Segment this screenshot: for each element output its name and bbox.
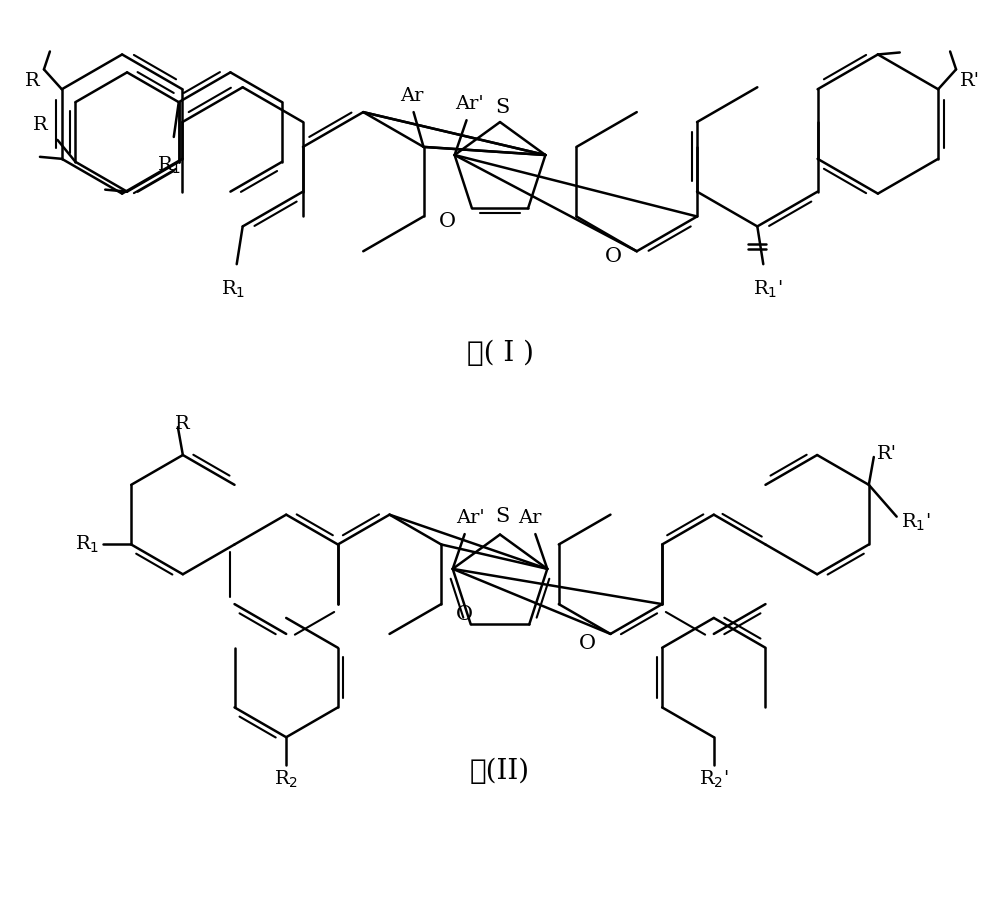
Text: R': R'	[877, 445, 897, 463]
Text: Ar: Ar	[518, 509, 541, 527]
Text: R$_1$': R$_1$'	[753, 279, 782, 300]
Text: 式(II): 式(II)	[470, 758, 530, 784]
Text: R$_2$: R$_2$	[274, 769, 298, 791]
Text: R$_2$': R$_2$'	[699, 769, 729, 791]
Text: R$_1$: R$_1$	[221, 279, 245, 300]
Text: Ar': Ar'	[456, 509, 485, 527]
Text: R$_1$: R$_1$	[157, 155, 181, 177]
Text: S: S	[495, 98, 509, 116]
Text: O: O	[438, 212, 455, 231]
Text: R: R	[175, 415, 190, 433]
Text: 式( I ): 式( I )	[467, 340, 534, 367]
Text: O: O	[605, 247, 622, 265]
Text: R: R	[33, 116, 48, 134]
Text: O: O	[579, 634, 596, 653]
Text: O: O	[456, 605, 473, 623]
Text: Ar: Ar	[400, 87, 423, 105]
Text: S: S	[495, 507, 509, 526]
Text: Ar': Ar'	[455, 95, 484, 113]
Text: R': R'	[960, 72, 980, 91]
Text: R: R	[25, 72, 40, 91]
Text: R$_1$': R$_1$'	[901, 512, 930, 533]
Text: R$_1$: R$_1$	[75, 533, 99, 555]
